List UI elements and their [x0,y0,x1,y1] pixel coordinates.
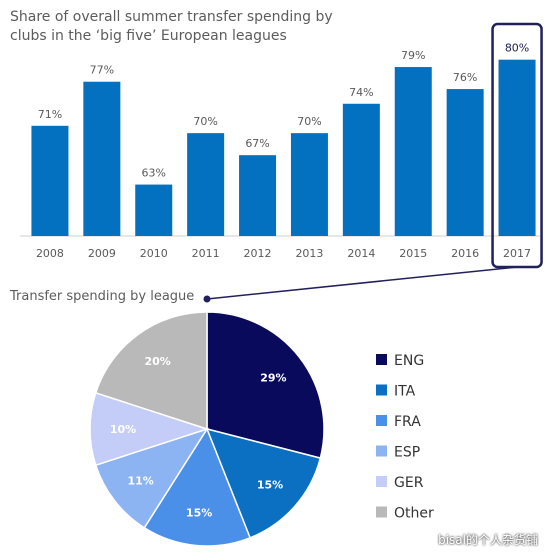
highlight-callout [203,22,543,303]
bar-2010 [135,184,173,236]
legend-label-other: Other [394,506,434,522]
x-tick-label-2013: 2013 [295,247,323,260]
bar-value-label-2011: 70% [193,115,217,128]
legend-swatch-ita [376,384,387,396]
pie-slice-label-ita: 15% [257,479,283,492]
x-tick-label-2014: 2014 [347,247,375,260]
bar-value-label-2015: 79% [401,49,425,62]
legend-label-esp: ESP [394,445,420,461]
bar-value-label-2016: 76% [453,71,477,84]
bar-2009 [83,81,121,236]
bar-chart-title: Share of overall summer transfer spendin… [10,9,333,44]
bar-2016 [446,89,484,236]
legend-label-eng: ENG [394,353,424,369]
bar-value-label-2013: 70% [297,115,321,128]
callout-dot [203,295,211,303]
bar-value-label-2009: 77% [90,64,114,77]
x-tick-label-2015: 2015 [399,247,427,260]
bar-value-label-2008: 71% [38,108,62,121]
pie-slice-esp [94,427,209,529]
x-tick-label-2010: 2010 [140,247,168,260]
pie-slice-ita [205,427,322,539]
bar-2014 [342,103,380,237]
watermark-text: bisal的个人杂货铺 [438,533,538,547]
pie-slice-label-esp: 11% [127,474,153,487]
x-tick-label-2016: 2016 [451,247,479,260]
pie-slice-label-ger: 10% [110,423,136,436]
legend-swatch-esp [376,445,387,457]
pie-chart: 29% 15% 15% 11% 10% 20% [89,311,325,547]
bar-value-label-2010: 63% [142,167,166,180]
legend-swatch-fra [376,415,387,426]
legend-swatch-other [376,506,387,518]
x-tick-label-2009: 2009 [88,247,116,260]
legend-swatch-ger [376,476,387,487]
bar-value-label-2014: 74% [349,86,373,99]
bar-value-label-2017: 80% [505,42,529,55]
bar-2015 [394,67,432,237]
bar-value-label-2012: 67% [245,137,269,150]
x-tick-label-2011: 2011 [192,247,220,260]
pie-chart-title: Transfer spending by league [10,289,195,304]
legend-label-fra: FRA [394,414,421,430]
bar-2017 [498,59,536,236]
bar-2008 [31,125,69,236]
x-tick-label-2017: 2017 [503,247,531,260]
x-tick-label-2008: 2008 [36,247,64,260]
pie-slice-ger [89,391,210,467]
pie-slice-label-eng: 29% [260,372,286,385]
legend-label-ita: ITA [394,384,416,400]
pie-slice-eng [206,311,325,460]
bar-2013 [290,133,328,236]
pie-slice-fra [143,427,252,547]
pie-slice-other [94,311,208,431]
pie-slice-label-fra: 15% [186,507,212,520]
bar-2012 [239,155,277,236]
bar-2011 [187,133,225,236]
x-tick-label-2012: 2012 [244,247,272,260]
pie-slice-label-other: 20% [144,355,170,368]
legend-label-ger: GER [394,475,424,491]
bar-chart: 71% 2008 77% 2009 63% 2010 70% 2011 67% 2012 70% 20… [20,42,540,260]
callout-line [206,266,518,300]
legend-swatch-eng [376,354,387,365]
pie-legend: ENG ITA FRA ESP GER Other [376,353,434,522]
